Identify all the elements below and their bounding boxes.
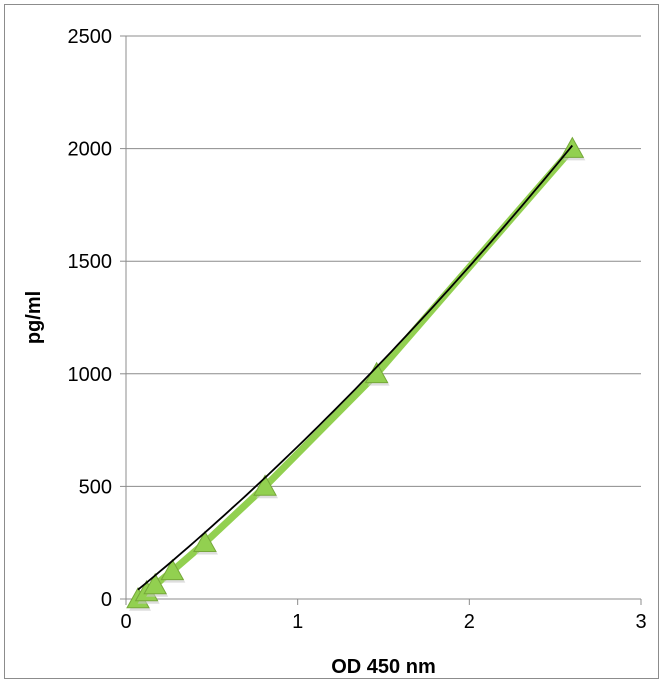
trendline: [137, 144, 573, 591]
x-tick-label: 3: [635, 611, 646, 633]
y-tick-label: 0: [101, 589, 112, 611]
y-tick-label: 1000: [68, 364, 113, 386]
data-point-marker: [143, 572, 168, 595]
trendline-group: [137, 144, 573, 591]
data-point-marker: [253, 474, 277, 496]
x-axis-title: OD 450 nm: [331, 656, 435, 678]
y-tick-label: 500: [79, 476, 112, 498]
axes: [120, 35, 642, 605]
data-point-marker: [160, 558, 185, 581]
y-tick-labels: 0 500 1000 1500 2000 2500: [68, 26, 113, 611]
gridlines: [126, 35, 641, 487]
data-point-marker: [193, 530, 217, 552]
y-tick-label: 1500: [68, 251, 113, 273]
y-tick-label: 2000: [68, 139, 113, 161]
x-tick-label: 1: [292, 611, 303, 633]
chart-frame: [4, 4, 659, 679]
x-tick-labels: 0 1 2 3: [120, 611, 646, 633]
x-tick-label: 0: [120, 611, 131, 633]
y-axis-title: pg/ml: [23, 291, 45, 344]
x-tick-label: 2: [464, 611, 475, 633]
y-tick-label: 2500: [68, 26, 113, 48]
